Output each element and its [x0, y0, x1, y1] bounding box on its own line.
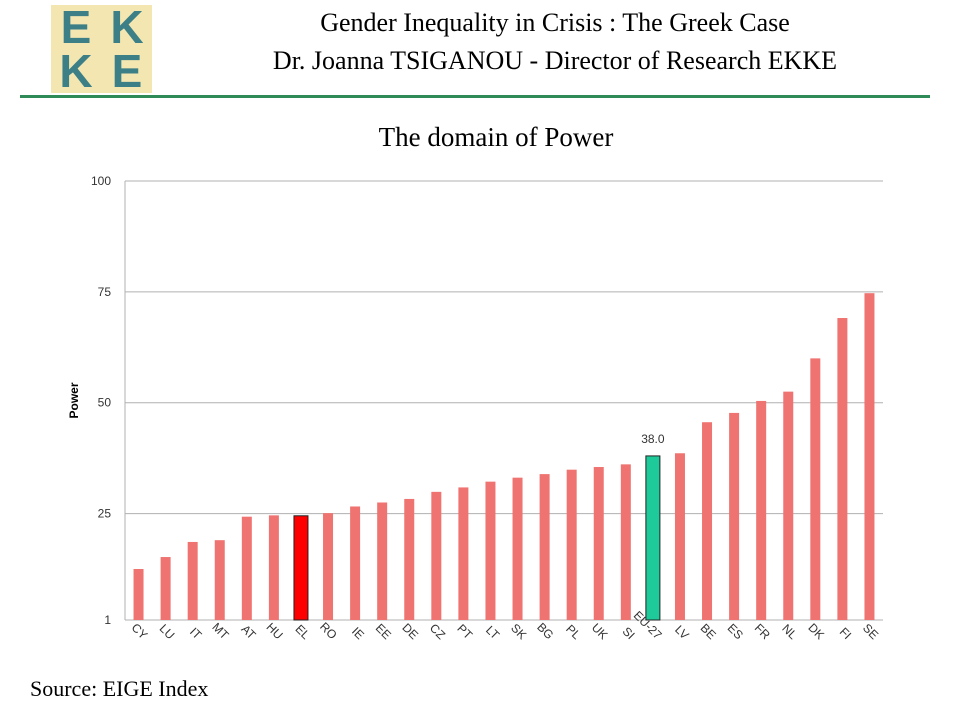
y-tick-label: 25 — [98, 507, 112, 521]
logo-letter: K — [59, 45, 93, 97]
x-tick-label: IT — [187, 625, 205, 643]
x-tick-label: PL — [563, 622, 584, 643]
x-tick-label: DK — [805, 620, 827, 642]
header-divider — [20, 95, 930, 98]
bar-it — [187, 541, 198, 620]
bar-lu — [160, 557, 171, 620]
x-tick-label: LV — [672, 622, 692, 642]
bar-pl — [566, 469, 577, 620]
bar-uk — [593, 467, 604, 620]
bar-pt — [458, 487, 469, 620]
y-tick-label: 100 — [91, 174, 111, 188]
ekke-logo: E K K E — [51, 1, 152, 97]
bar-ie — [350, 506, 361, 620]
bar-lt — [485, 481, 496, 620]
y-tick-label: 1 — [104, 613, 111, 627]
bar-es — [729, 412, 740, 620]
bar-el — [293, 515, 309, 621]
bar-ro — [323, 513, 334, 620]
x-tick-label: DE — [399, 620, 421, 642]
logo-letter: E — [60, 1, 92, 53]
x-tick-label: SK — [508, 621, 529, 642]
source-note: Source: EIGE Index — [30, 676, 209, 701]
bar-at — [241, 516, 252, 620]
x-tick-label: FI — [837, 625, 854, 642]
x-tick-label: BE — [698, 621, 719, 642]
logo-letter: E — [111, 45, 143, 97]
bar-be — [702, 422, 713, 620]
x-tick-label: LU — [157, 621, 178, 642]
x-tick-label: MT — [209, 620, 232, 643]
x-tick-label: NL — [779, 621, 800, 642]
data-label: 38.0 — [641, 432, 665, 446]
bar-bg — [539, 474, 550, 620]
presentation-title: Gender Inequality in Crisis : The Greek … — [320, 8, 790, 37]
chart-title: The domain of Power — [378, 122, 614, 152]
bar-eu-27 — [645, 455, 661, 621]
x-tick-label: EL — [292, 622, 313, 643]
x-tick-label: EE — [373, 621, 394, 642]
logo-letter: K — [110, 1, 144, 53]
bar-mt — [214, 540, 225, 620]
author-line: Dr. Joanna TSIGANOU - Director of Resear… — [272, 46, 838, 75]
x-tick-label: HU — [264, 620, 286, 642]
x-tick-label: BG — [534, 620, 556, 642]
y-axis-label: Power — [67, 382, 81, 418]
bar-de — [404, 498, 415, 620]
x-tick-label: AT — [238, 622, 259, 643]
bar-dk — [810, 358, 821, 620]
bar-fr — [756, 400, 767, 620]
bar-cy — [133, 569, 144, 620]
x-tick-label: UK — [589, 620, 611, 642]
x-tick-label: SE — [860, 621, 881, 642]
bar-lv — [674, 453, 685, 620]
bar-hu — [268, 515, 279, 620]
bar-sk — [512, 477, 523, 620]
x-tick-label: CZ — [427, 621, 448, 642]
bar-nl — [783, 391, 794, 620]
x-tick-label: ES — [725, 621, 746, 642]
bar-fi — [837, 318, 848, 620]
x-tick-label: RO — [317, 619, 340, 642]
bar-ee — [377, 502, 388, 620]
x-tick-label: LT — [483, 623, 503, 643]
x-tick-label: IE — [349, 624, 367, 642]
bar-cz — [431, 491, 442, 620]
y-tick-label: 75 — [98, 285, 112, 299]
x-tick-label: PT — [454, 621, 475, 642]
bar-si — [620, 464, 631, 620]
bar-se — [864, 293, 875, 620]
x-tick-label: SI — [620, 624, 638, 642]
x-tick-label: CY — [129, 620, 151, 642]
y-tick-label: 50 — [98, 396, 112, 410]
x-tick-label: FR — [752, 621, 773, 642]
